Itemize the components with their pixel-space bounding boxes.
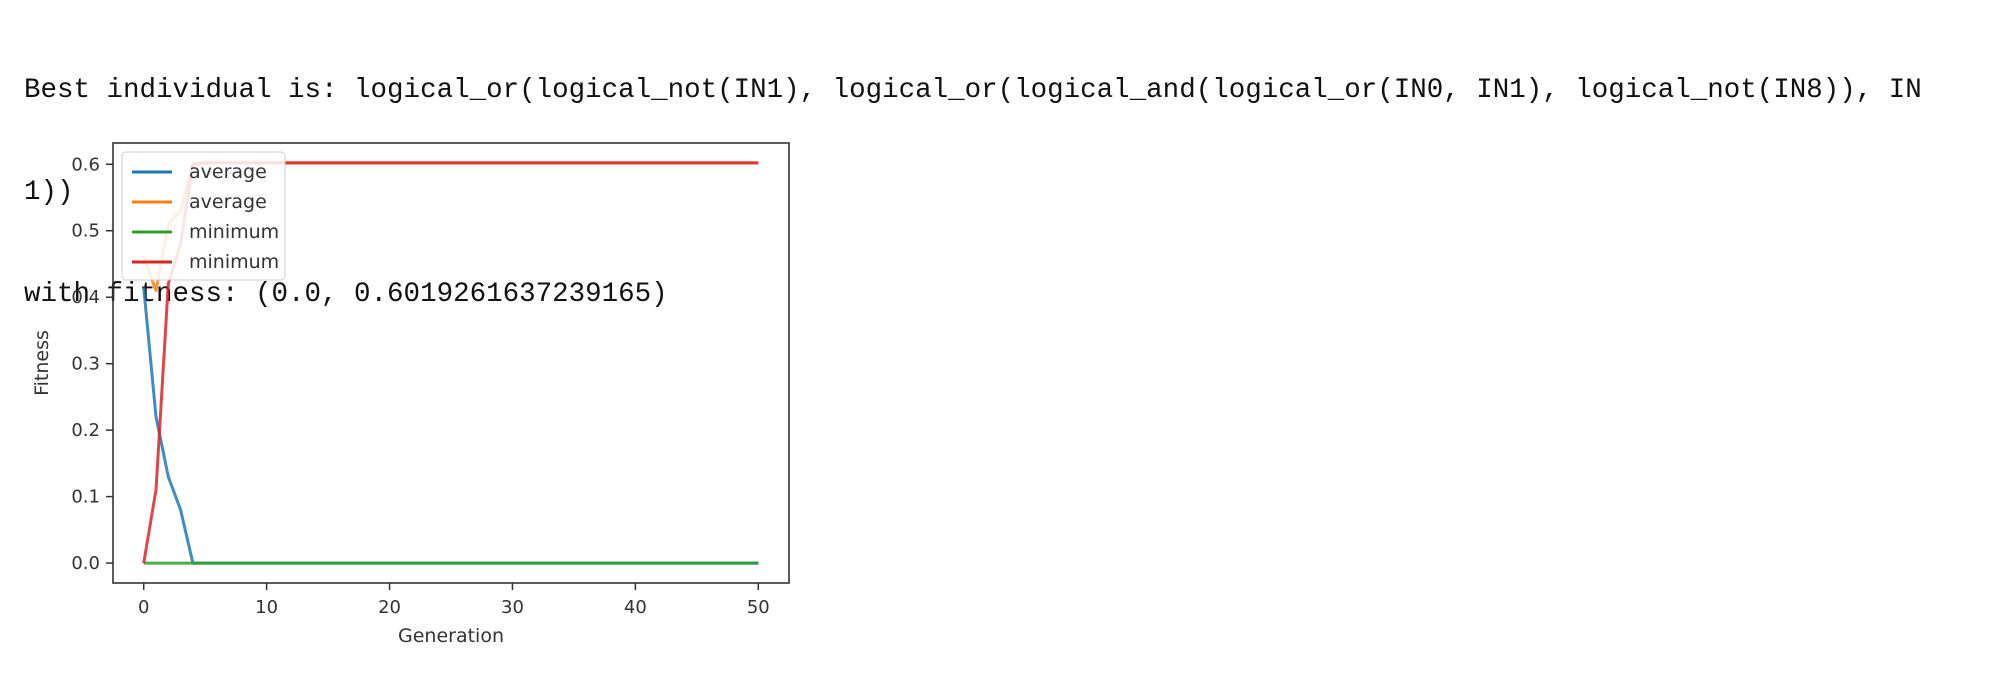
output-line-best-individual: Best individual is: logical_or(logical_n… — [24, 75, 1922, 106]
x-tick-label: 20 — [378, 597, 401, 618]
y-tick-label: 0.6 — [71, 154, 100, 175]
output-line-continuation: 1)) — [24, 177, 74, 208]
y-tick-label: 0.0 — [71, 553, 100, 574]
legend-label-1: average — [189, 191, 267, 213]
series-line-0-average — [142, 287, 759, 565]
x-tick-label: 40 — [624, 597, 647, 618]
x-axis-label: Generation — [398, 625, 504, 647]
y-tick-label: 0.2 — [71, 420, 100, 441]
x-tick-label: 50 — [747, 597, 770, 618]
y-tick-label: 0.1 — [71, 487, 100, 508]
y-tick-label: 0.3 — [71, 354, 100, 375]
plot-area: 0 10 20 30 40 500.00.10.20.30.40.50.6 averagea… — [71, 142, 790, 618]
y-tick-label: 0.5 — [71, 221, 100, 242]
legend-label-3: minimum — [189, 251, 279, 273]
legend-label-0: average — [189, 161, 267, 183]
legend-box — [121, 151, 286, 281]
x-tick-label: 30 — [501, 597, 524, 618]
output-line-fitness: with fitness: (0.0, 0.6019261637239165) — [24, 279, 668, 310]
x-tick-label: 0 — [138, 597, 149, 618]
legend-label-2: minimum — [189, 221, 279, 243]
y-axis-label: Fitness — [31, 330, 53, 396]
cell-output: Best individual is: logical_or(logical_n… — [24, 6, 1984, 346]
fitness-chart: 0 10 20 30 40 500.00.10.20.30.40.50.6 averagea… — [31, 142, 790, 647]
x-tick-label: 10 — [255, 597, 278, 618]
legend: average average minimum minimum — [121, 151, 286, 281]
y-tick-label: 0.4 — [71, 287, 100, 308]
